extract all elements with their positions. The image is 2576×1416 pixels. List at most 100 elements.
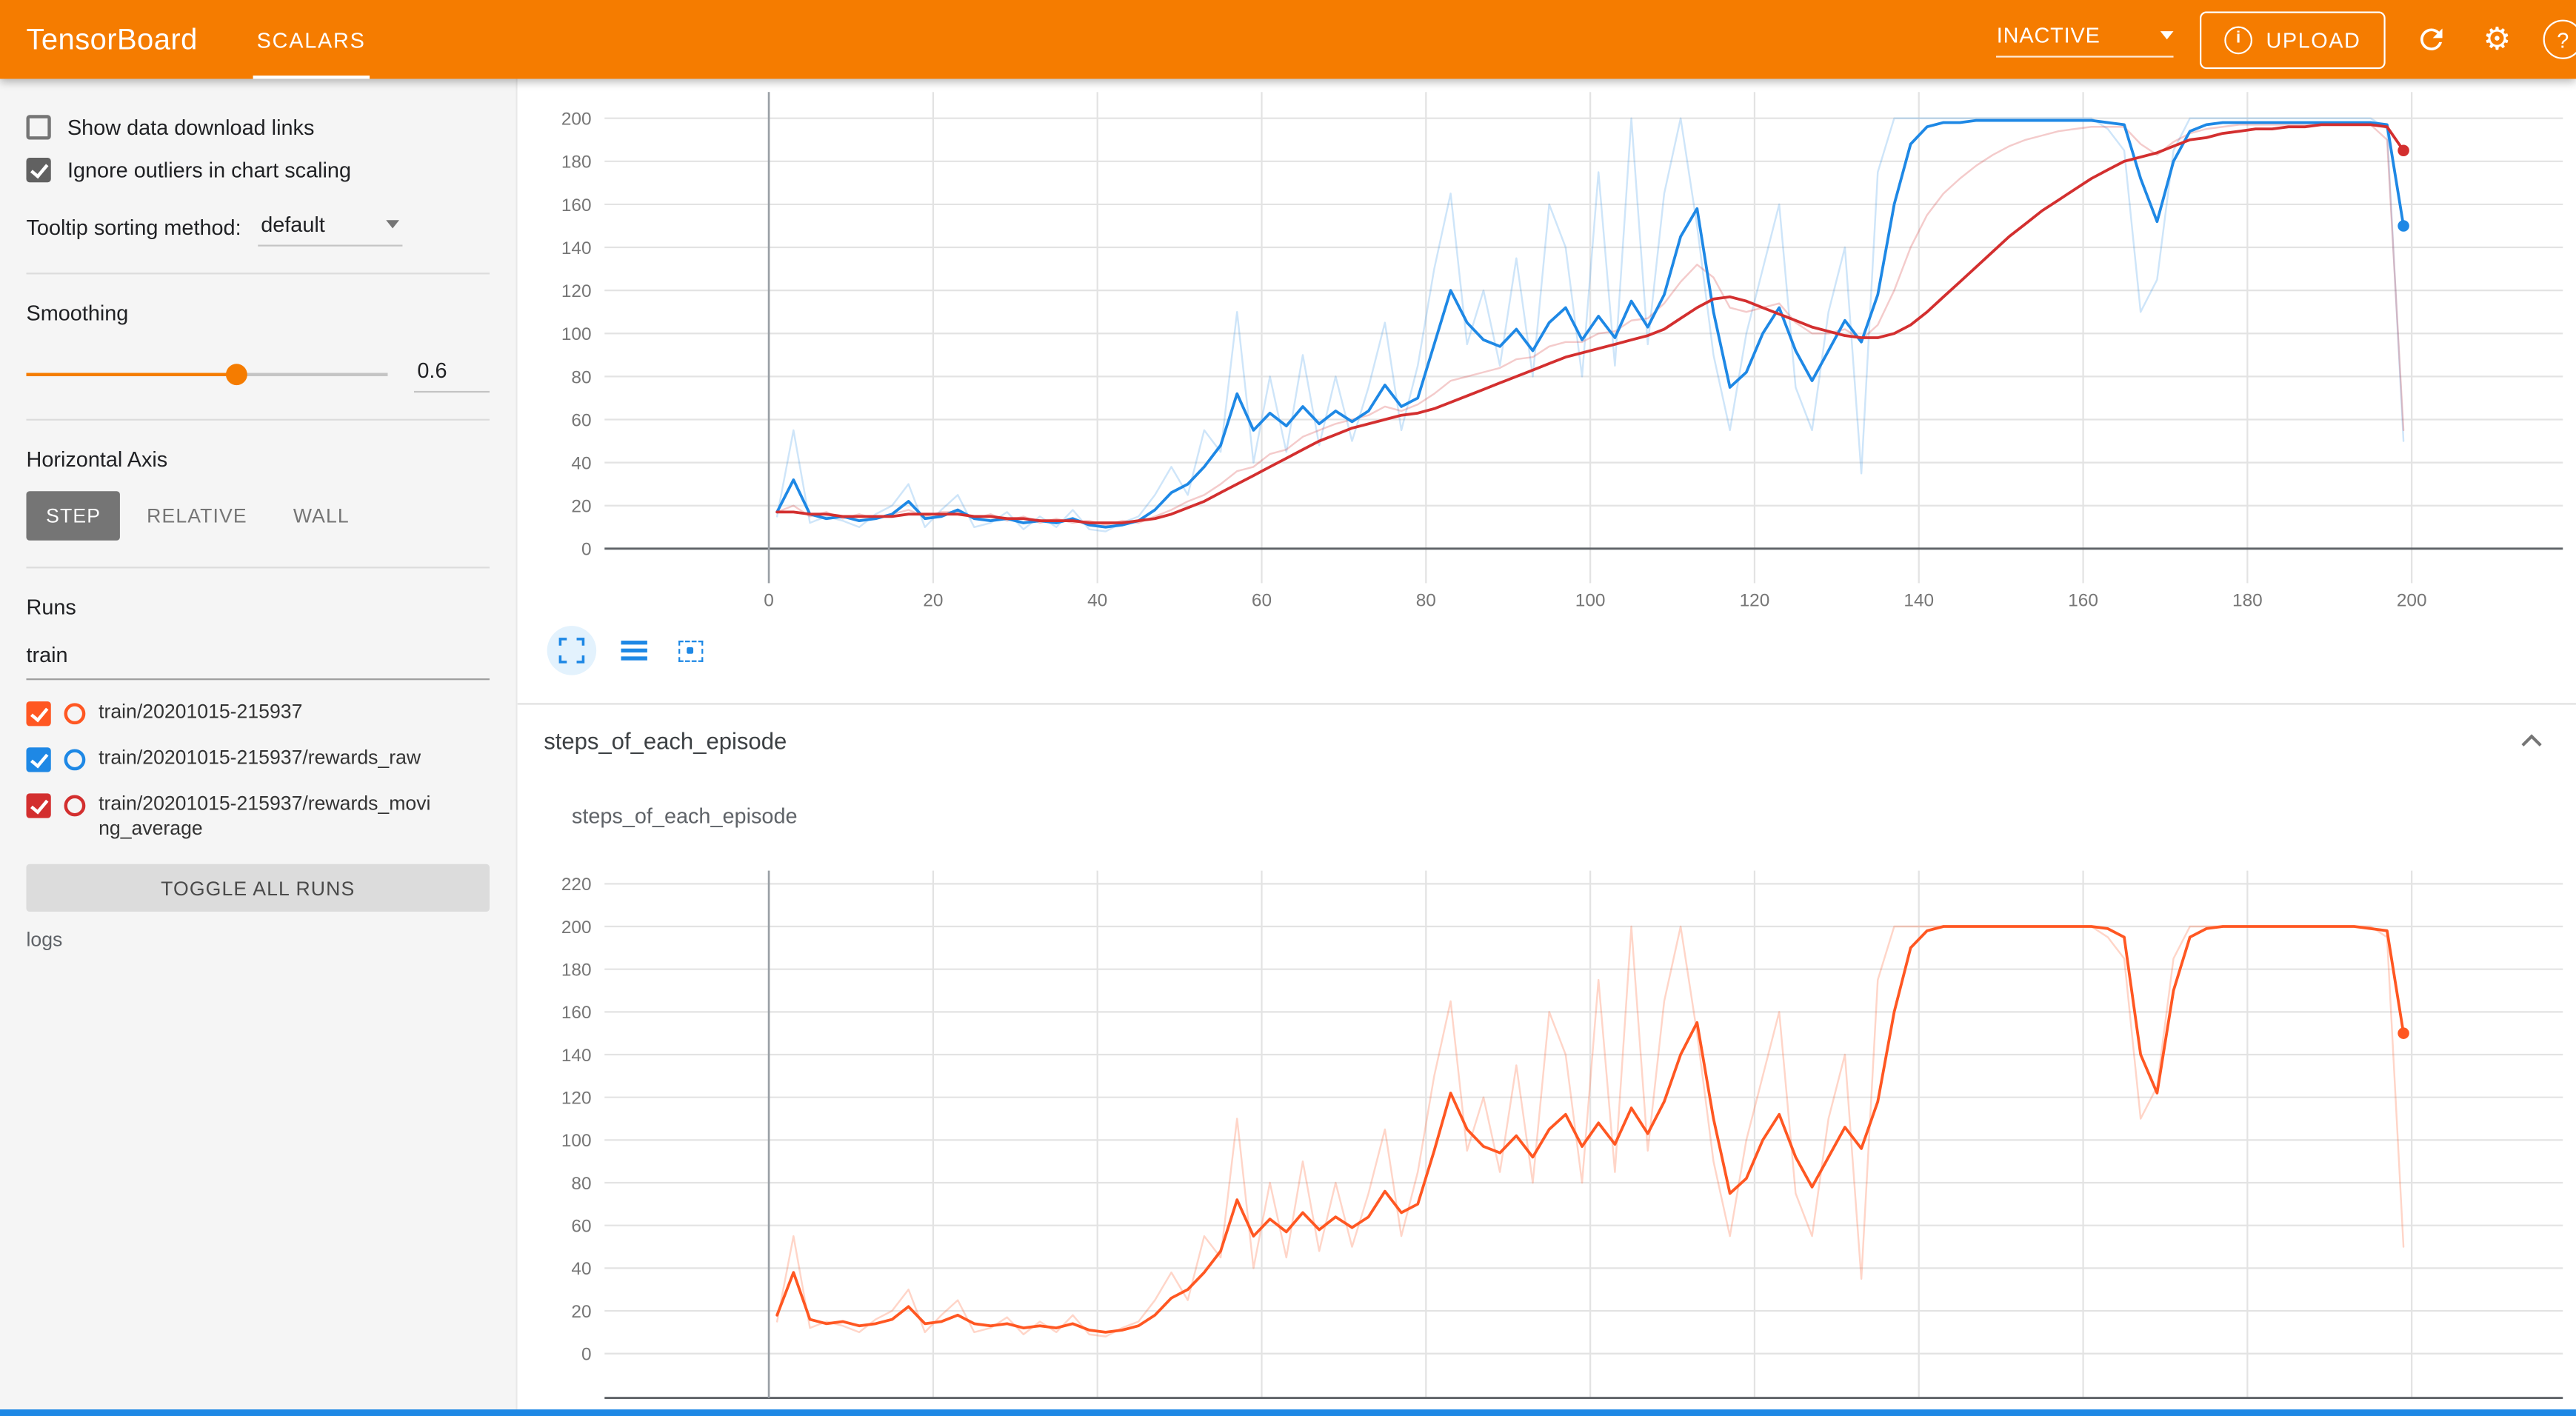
svg-text:60: 60: [571, 1217, 591, 1237]
chevron-up-icon[interactable]: [2514, 722, 2550, 758]
checkbox-unchecked-icon: [26, 115, 51, 140]
svg-text:200: 200: [2397, 590, 2427, 610]
divider: [26, 273, 490, 275]
status-dropdown[interactable]: INACTIVE: [1996, 21, 2175, 57]
appbar-actions: INACTIVE i UPLOAD ⚙ ?: [1996, 10, 2576, 69]
svg-text:140: 140: [561, 1046, 592, 1066]
section-header-steps[interactable]: steps_of_each_episode: [517, 703, 2576, 775]
svg-text:160: 160: [561, 1003, 592, 1023]
svg-text:200: 200: [561, 918, 592, 938]
section-title: steps_of_each_episode: [544, 727, 787, 753]
svg-text:0: 0: [764, 590, 774, 610]
run-label: train/20201015-215937/rewards_moving_ave…: [99, 792, 431, 840]
ignore-outliers-label: Ignore outliers in chart scaling: [67, 157, 352, 183]
horizontal-axis-label: Horizontal Axis: [26, 447, 168, 472]
refresh-icon[interactable]: [2412, 20, 2451, 59]
toggle-all-runs-button[interactable]: TOGGLE ALL RUNS: [26, 864, 490, 912]
axis-step-button[interactable]: STEP: [26, 491, 121, 541]
status-dropdown-value: INACTIVE: [1996, 21, 2100, 47]
smoothing-value-field[interactable]: 0.6: [413, 355, 490, 393]
run-color-circle-icon[interactable]: [64, 703, 86, 725]
svg-text:180: 180: [561, 153, 592, 173]
svg-text:40: 40: [1087, 590, 1107, 610]
view-data-table-icon[interactable]: [616, 632, 653, 669]
app-bar: TensorBoard SCALARS INACTIVE i UPLOAD ⚙ …: [0, 0, 2576, 79]
main-content: 0 20 40 60 80 100 120 140 160 180 200 0 20 40 60 80 100 1…: [517, 79, 2576, 1416]
upload-button[interactable]: i UPLOAD: [2200, 10, 2386, 69]
svg-text:100: 100: [561, 324, 592, 344]
settings-sidebar: Show data download links Ignore outliers…: [0, 79, 518, 1416]
upload-button-label: UPLOAD: [2266, 27, 2361, 52]
svg-text:160: 160: [2068, 590, 2098, 610]
svg-text:60: 60: [571, 410, 591, 430]
smoothing-slider[interactable]: [26, 363, 388, 385]
svg-text:80: 80: [571, 1174, 591, 1194]
app-title: TensorBoard: [26, 21, 198, 56]
fit-domain-glyph: [677, 639, 703, 661]
show-download-links-checkbox[interactable]: Show data download links: [26, 115, 490, 140]
svg-text:120: 120: [561, 281, 592, 301]
tab-scalars[interactable]: SCALARS: [237, 0, 385, 79]
smoothing-slider-fill: [26, 372, 236, 375]
run-checkbox-icon[interactable]: [26, 701, 51, 727]
run-label: train/20201015-215937: [99, 699, 303, 723]
run-color-circle-icon[interactable]: [64, 795, 86, 817]
run-label: train/20201015-215937/rewards_raw: [99, 746, 421, 769]
svg-text:0: 0: [581, 540, 592, 560]
chart-toolbar: [547, 626, 708, 675]
smoothing-slider-row: 0.6: [26, 355, 490, 393]
divider: [26, 418, 490, 421]
svg-text:100: 100: [1575, 590, 1606, 610]
svg-text:140: 140: [1903, 590, 1934, 610]
svg-text:140: 140: [561, 238, 592, 258]
rewards-chart[interactable]: 0 20 40 60 80 100 120 140 160 180 200 0 20 40 60 80 100 1…: [518, 79, 2576, 624]
run-checkbox-icon[interactable]: [26, 793, 51, 818]
checkbox-checked-icon: [26, 157, 51, 183]
steps-chart[interactable]: 0 20 40 60 80 100 120 140 160 180 200 220: [518, 851, 2576, 1416]
svg-text:20: 20: [571, 497, 591, 517]
chevron-down-icon: [2160, 30, 2175, 39]
svg-text:80: 80: [1416, 590, 1436, 610]
chevron-down-icon: [385, 220, 399, 229]
run-row-3[interactable]: train/20201015-215937/rewards_moving_ave…: [26, 792, 490, 841]
svg-text:40: 40: [571, 453, 591, 473]
expand-chart-icon[interactable]: [547, 626, 597, 675]
svg-text:0: 0: [581, 1345, 592, 1365]
ignore-outliers-checkbox[interactable]: Ignore outliers in chart scaling: [26, 157, 490, 183]
run-color-circle-icon[interactable]: [64, 749, 86, 771]
svg-text:200: 200: [561, 110, 592, 130]
settings-gear-icon[interactable]: ⚙: [2483, 21, 2512, 57]
divider: [26, 567, 490, 569]
bottom-accent-bar: [0, 1409, 2576, 1416]
tooltip-sorting-value: default: [261, 212, 325, 237]
svg-text:100: 100: [561, 1131, 592, 1151]
show-download-links-label: Show data download links: [67, 115, 315, 140]
svg-text:160: 160: [561, 196, 592, 216]
svg-text:120: 120: [561, 1089, 592, 1109]
svg-text:60: 60: [1252, 590, 1272, 610]
axis-wall-button[interactable]: WALL: [273, 491, 369, 541]
run-row-2[interactable]: train/20201015-215937/rewards_raw: [26, 746, 490, 772]
svg-text:180: 180: [561, 961, 592, 981]
tooltip-sorting-label: Tooltip sorting method:: [26, 215, 241, 240]
run-checkbox-icon[interactable]: [26, 747, 51, 772]
runs-label: Runs: [26, 594, 76, 620]
run-row-1[interactable]: train/20201015-215937: [26, 699, 490, 727]
svg-text:40: 40: [571, 1259, 591, 1279]
smoothing-slider-thumb[interactable]: [225, 363, 247, 385]
svg-text:220: 220: [561, 875, 592, 895]
svg-text:180: 180: [2232, 590, 2263, 610]
axis-relative-button[interactable]: RELATIVE: [127, 491, 267, 541]
tab-scalars-label: SCALARS: [256, 27, 366, 52]
svg-text:80: 80: [571, 367, 591, 387]
svg-text:20: 20: [571, 1302, 591, 1322]
smoothing-label: Smoothing: [26, 300, 129, 326]
tooltip-sorting-dropdown[interactable]: default: [257, 209, 402, 247]
fit-domain-icon[interactable]: [672, 632, 708, 669]
help-icon[interactable]: ?: [2543, 19, 2576, 59]
chart-card-title: steps_of_each_episode: [571, 803, 798, 828]
svg-text:20: 20: [923, 590, 943, 610]
horizontal-axis-buttons: STEP RELATIVE WALL: [26, 491, 490, 541]
runs-filter-input[interactable]: [26, 635, 490, 681]
